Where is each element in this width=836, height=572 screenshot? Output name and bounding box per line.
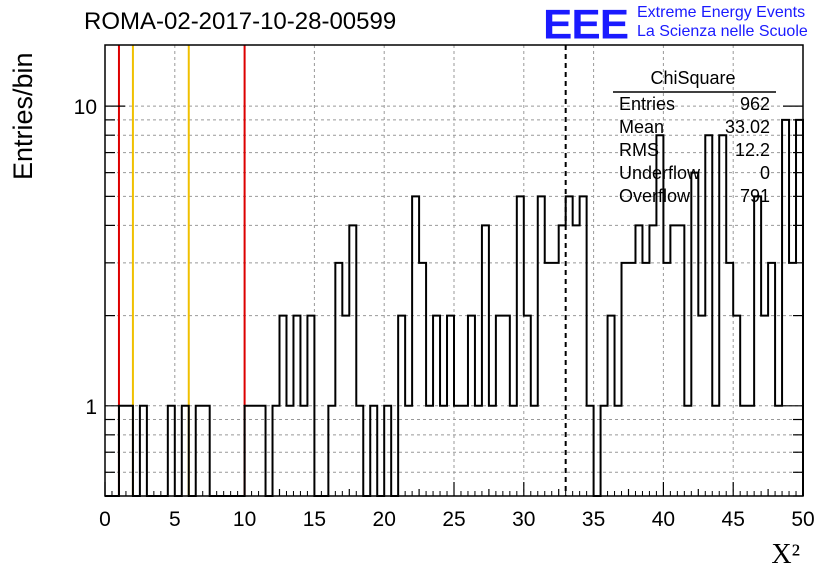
eee-logo: EEE	[543, 1, 629, 48]
stats-label: Underflow	[619, 163, 701, 183]
stats-label: Entries	[619, 94, 675, 114]
eee-logo-line1: Extreme Energy Events	[637, 4, 806, 21]
x-tick-label: 50	[791, 508, 814, 531]
stats-rows: Entries 962 Mean 33.02 RMS 12.2 Underflow 0 Over…	[619, 94, 770, 206]
y-tick-labels: 1 10	[74, 96, 97, 419]
stats-title: ChiSquare	[650, 68, 735, 88]
x-tick-label: 35	[582, 508, 605, 531]
x-tick-label: 30	[512, 508, 535, 531]
x-tick-label: 5	[169, 508, 181, 531]
stats-label: Mean	[619, 117, 664, 137]
x-tick-label: 15	[303, 508, 326, 531]
x-tick-labels: 0 5 10 15 20 25 30 35 40 45 50	[99, 508, 815, 531]
stats-label: Overflow	[619, 186, 691, 206]
axis-ticks	[104, 105, 804, 497]
x-axis-title: X²	[771, 539, 800, 570]
stats-label: RMS	[619, 140, 659, 160]
stats-box: ChiSquare Entries 962 Mean 33.02 RMS 12.2 Unde…	[613, 68, 776, 206]
eee-logo-line2: La Scienza nelle Scuole	[637, 23, 808, 40]
y-tick-label: 1	[85, 396, 97, 419]
stats-value: 0	[760, 163, 770, 183]
histogram-step-line	[105, 118, 804, 497]
stats-value: 962	[740, 94, 770, 114]
x-tick-label: 0	[99, 508, 111, 531]
stats-value: 12.2	[735, 140, 770, 160]
x-tick-label: 25	[442, 508, 465, 531]
x-tick-label: 45	[722, 508, 745, 531]
y-axis-title: Entries/bin	[8, 52, 38, 180]
run-title: ROMA-02-2017-10-28-00599	[84, 8, 397, 35]
stats-value: 791	[740, 186, 770, 206]
x-tick-label: 10	[233, 508, 256, 531]
x-tick-label: 20	[373, 508, 396, 531]
stats-value: 33.02	[725, 117, 770, 137]
x-tick-label: 40	[652, 508, 675, 531]
y-tick-label: 10	[74, 96, 97, 119]
